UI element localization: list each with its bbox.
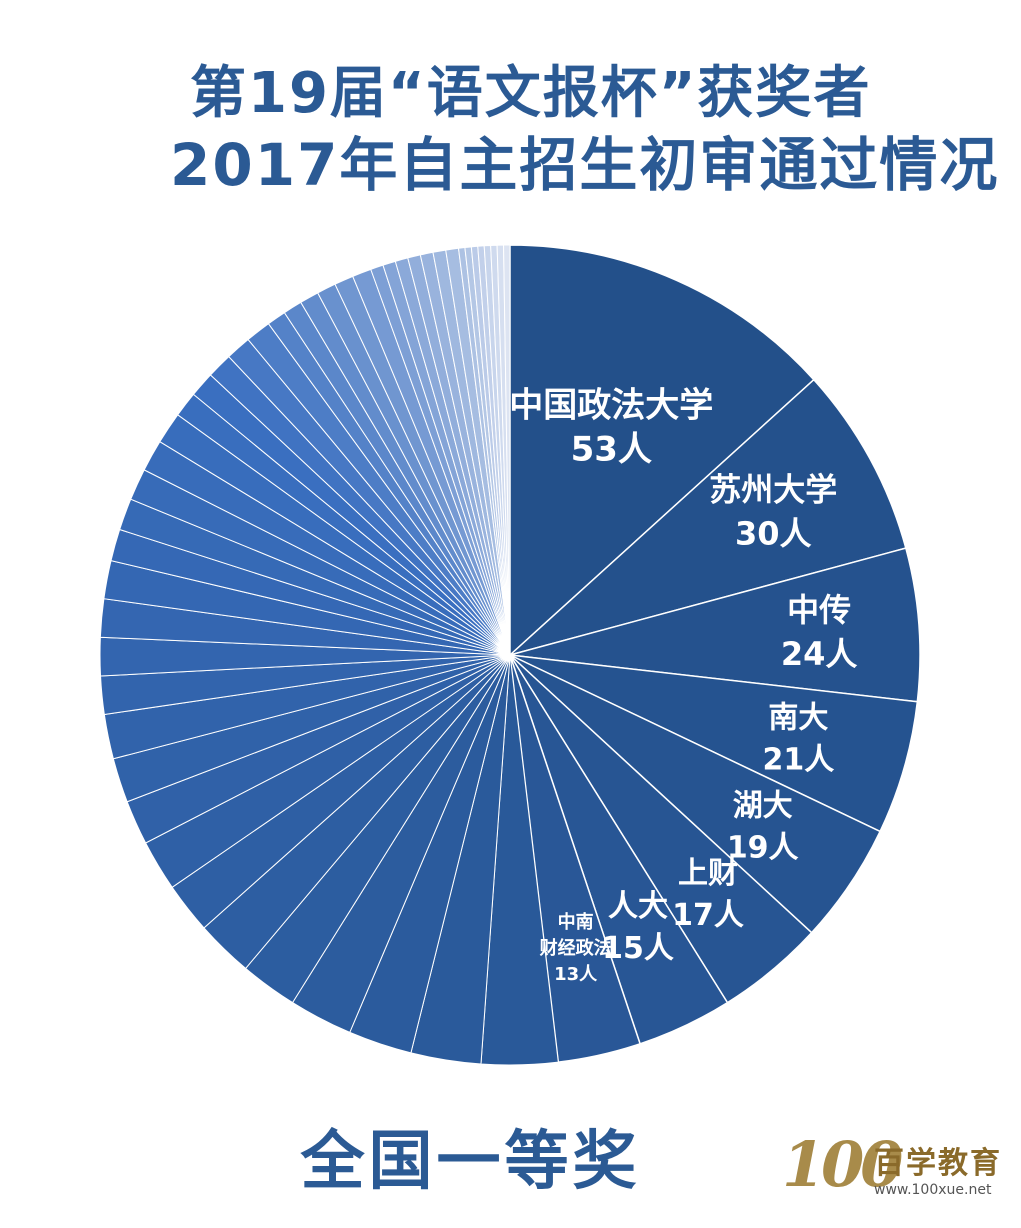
title-line-1: 第19届“语文报杯”获奖者 <box>190 61 872 126</box>
slice-label-6: 上财 17人 <box>672 856 744 933</box>
logo-url: www.100xue.net <box>874 1182 992 1198</box>
slice-label-4-line-2: 21人 <box>763 742 835 777</box>
pie-slices <box>99 244 921 1066</box>
slice-label-7-line-1: 人大 <box>608 889 668 924</box>
slice-label-1-line-1: 中国政法大学 <box>509 385 713 425</box>
title-line-2: 2017年自主招生初审通过情况 <box>170 131 1000 199</box>
slice-label-8-line-1: 中南 <box>558 911 594 933</box>
pie-slice-3 <box>509 547 921 703</box>
slice-label-2-line-2: 30人 <box>735 514 812 552</box>
slice-label-1-line-2: 53人 <box>571 429 652 469</box>
slice-label-5: 湖大 19人 <box>727 788 799 865</box>
slice-label-3: 中传 24人 <box>781 591 858 673</box>
slice-label-5-line-1: 湖大 <box>733 788 793 823</box>
slice-label-4-line-1: 南大 <box>768 700 828 735</box>
pie-slice-1 <box>509 244 815 657</box>
pie-slice-4 <box>509 654 919 833</box>
slice-label-5-line-2: 19人 <box>727 830 799 865</box>
slice-label-8: 中南财经政法 13人 <box>540 911 612 985</box>
slice-label-3-line-2: 24人 <box>781 635 858 673</box>
slice-label-8-line-2: 财经政法 <box>540 937 612 959</box>
logo-number: 100 <box>782 1128 903 1201</box>
logo-brand-name: 百学教育 <box>874 1146 1002 1181</box>
slice-label-7-line-2: 15人 <box>602 931 674 966</box>
slice-label-6-line-1: 上财 <box>678 856 738 891</box>
slice-label-8-line-3: 13人 <box>554 964 598 985</box>
slice-label-6-line-2: 17人 <box>672 898 744 933</box>
slice-label-2: 苏州大学 30人 <box>709 470 837 552</box>
slice-label-2-line-1: 苏州大学 <box>709 470 837 508</box>
pie-slice-other-46 <box>503 244 511 656</box>
slice-label-1: 中国政法大学 53人 <box>509 385 713 469</box>
slice-label-7: 人大 15人 <box>602 889 674 966</box>
pie-slice-2 <box>509 378 907 656</box>
brand-logo: 100 百学教育 www.100xue.net <box>782 1128 1002 1212</box>
award-caption: 全国一等奖 <box>300 1125 641 1199</box>
slice-label-4: 南大 21人 <box>763 700 835 777</box>
slice-label-3-line-1: 中传 <box>787 591 851 629</box>
